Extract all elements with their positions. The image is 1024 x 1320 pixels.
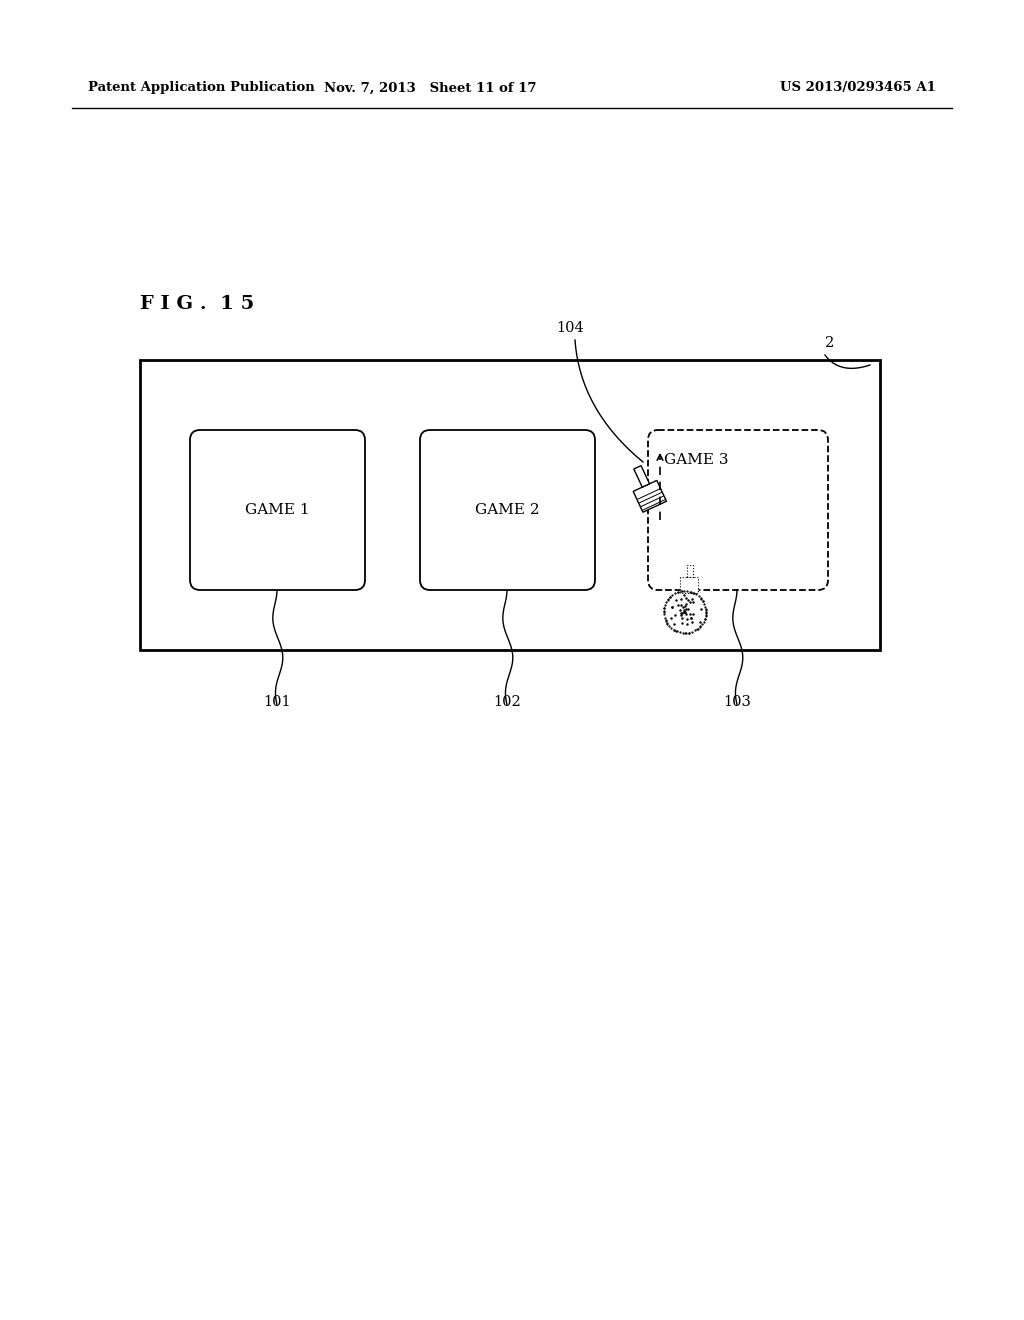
Polygon shape	[633, 480, 667, 512]
Text: 102: 102	[494, 696, 521, 709]
Text: F I G .  1 5: F I G . 1 5	[140, 294, 254, 313]
Text: Nov. 7, 2013   Sheet 11 of 17: Nov. 7, 2013 Sheet 11 of 17	[324, 82, 537, 95]
FancyBboxPatch shape	[648, 430, 828, 590]
Polygon shape	[680, 577, 698, 593]
Text: GAME 2: GAME 2	[475, 503, 540, 517]
Bar	[140, 360, 880, 649]
Text: 104: 104	[556, 321, 584, 335]
FancyBboxPatch shape	[420, 430, 595, 590]
Text: GAME 1: GAME 1	[245, 503, 310, 517]
Polygon shape	[687, 565, 693, 577]
Text: 103: 103	[723, 696, 751, 709]
Polygon shape	[634, 466, 649, 487]
Text: 101: 101	[263, 696, 291, 709]
Text: 2: 2	[825, 337, 835, 350]
FancyBboxPatch shape	[190, 430, 365, 590]
Text: US 2013/0293465 A1: US 2013/0293465 A1	[780, 82, 936, 95]
Text: GAME 3: GAME 3	[664, 453, 728, 467]
Text: Patent Application Publication: Patent Application Publication	[88, 82, 314, 95]
